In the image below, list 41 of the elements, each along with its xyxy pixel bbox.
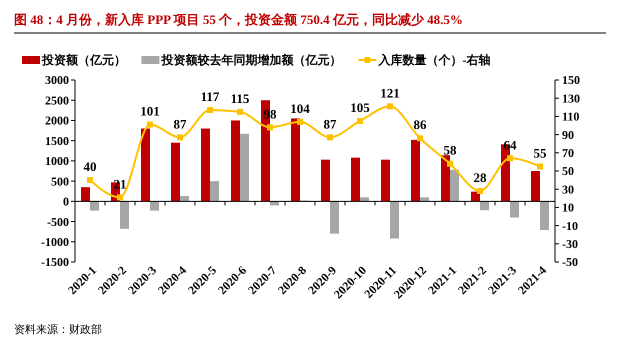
y-tick-label: 2500 xyxy=(45,93,69,108)
data-label: 117 xyxy=(200,89,220,104)
y-tick-label: 1000 xyxy=(45,154,69,168)
data-label: 21 xyxy=(114,176,126,192)
data-label: 28 xyxy=(474,170,487,186)
y-tick-label: 2000 xyxy=(45,114,69,128)
data-label: 64 xyxy=(504,137,517,152)
y2-tick-label: 30 xyxy=(562,182,574,196)
y2-tick-label: 10 xyxy=(562,200,574,215)
y-tick-label: 3000 xyxy=(45,73,69,88)
y2-tick-label: 150 xyxy=(562,73,580,88)
data-label: 55 xyxy=(534,145,547,160)
data-label: 86 xyxy=(414,117,427,132)
text: 资料来源：财政部 xyxy=(14,323,102,336)
y2-tick-label: -50 xyxy=(562,255,578,270)
data-label: 87 xyxy=(324,116,337,132)
data-label: 40 xyxy=(84,159,96,174)
y2-tick-label: -30 xyxy=(562,237,578,251)
data-label: 58 xyxy=(444,142,457,158)
chart-title: 图 48：4 月份，新入库 PPP 项目 55 个，投资金额 750.4 亿元，同比减少 48.5% xyxy=(14,12,463,27)
y-tick-label: -1500 xyxy=(41,255,69,270)
y2-tick-label: 50 xyxy=(562,164,574,178)
y-tick-label: 500 xyxy=(51,174,69,188)
y-tick-label: -1000 xyxy=(41,234,69,249)
y2-tick-label: 130 xyxy=(562,91,580,106)
y-tick-label: -500 xyxy=(47,214,69,229)
y-tick-label: 0 xyxy=(63,194,69,209)
legend-label: 入库数量（个）-右轴 xyxy=(377,53,490,67)
legend-label: 投资额较去年同期增加额（亿元） xyxy=(160,53,342,67)
y-tick-label: 1500 xyxy=(45,134,69,148)
data-label: 104 xyxy=(290,100,310,116)
legend-label: 投资额（亿元） xyxy=(41,53,126,67)
y2-tick-label: 110 xyxy=(562,110,580,124)
data-label: 101 xyxy=(140,104,160,119)
data-label: 87 xyxy=(174,116,187,132)
y2-tick-label: 70 xyxy=(562,146,574,160)
y2-tick-label: -10 xyxy=(562,218,578,233)
data-label: 121 xyxy=(380,85,400,100)
y2-tick-label: 90 xyxy=(562,128,574,142)
data-label: 115 xyxy=(230,90,250,106)
data-label: 105 xyxy=(350,100,370,115)
